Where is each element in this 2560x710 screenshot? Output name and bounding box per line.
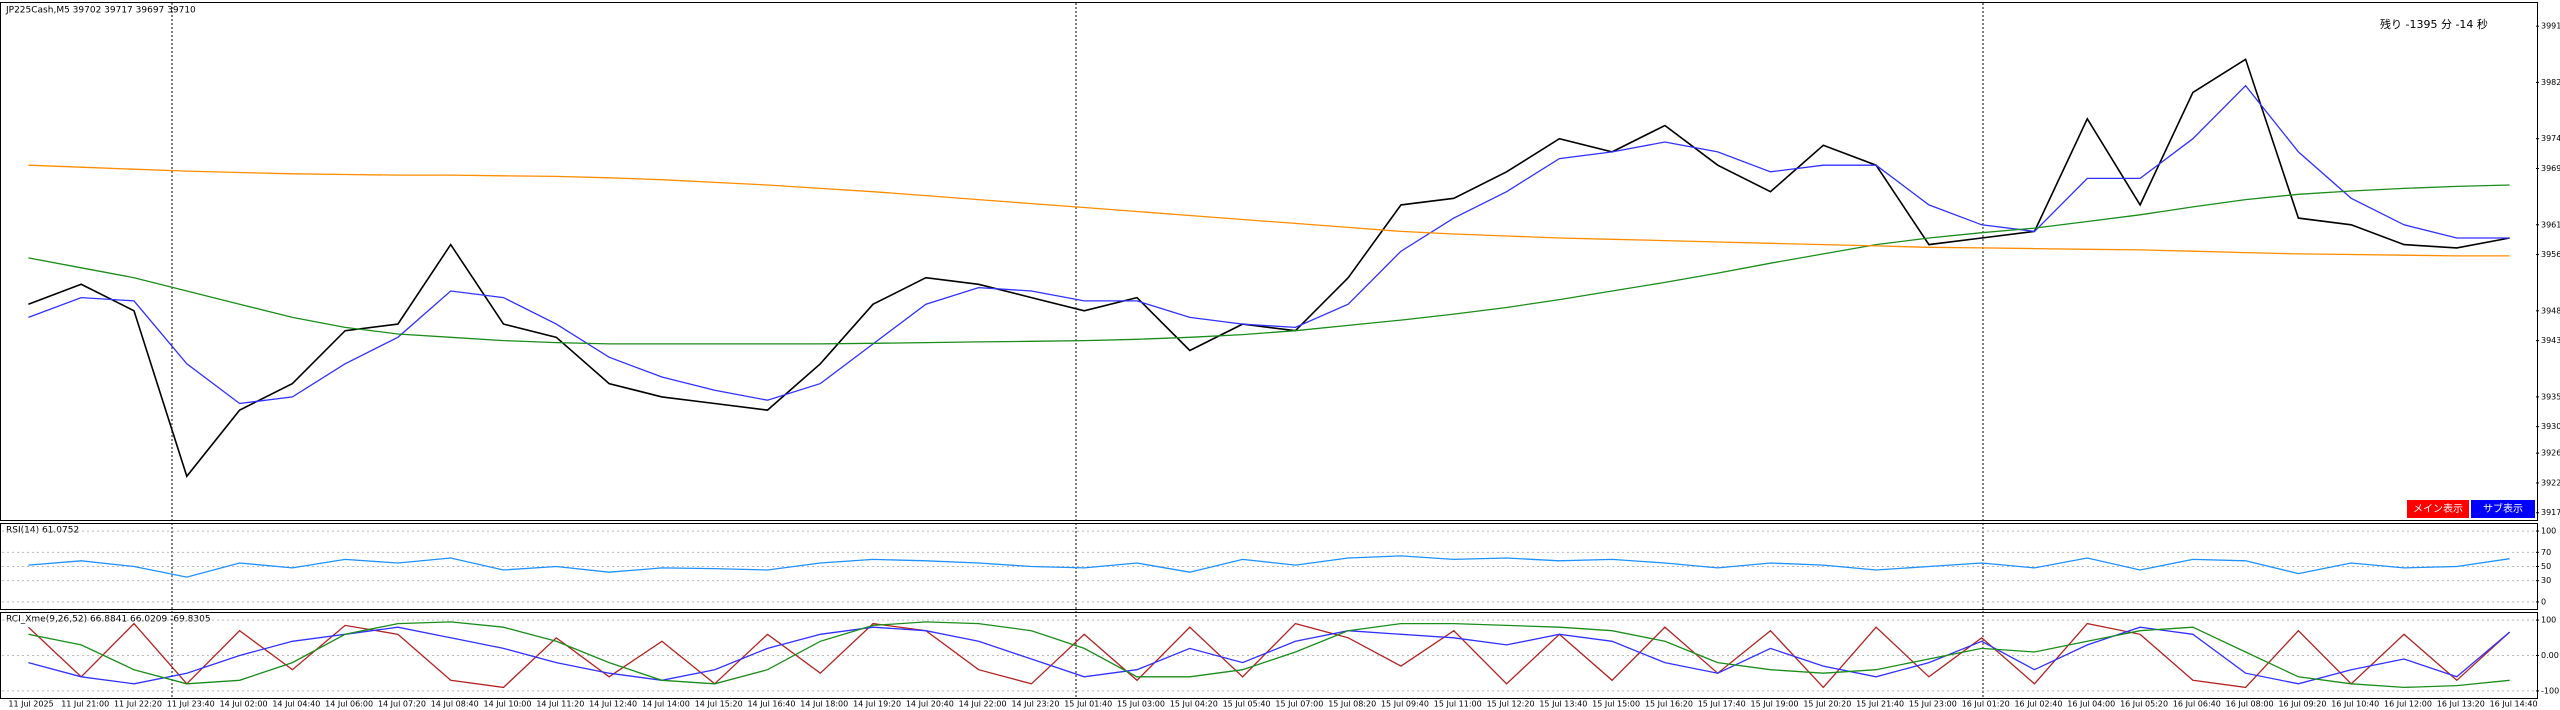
x-tick-label: 15 Jul 11:00 — [1434, 700, 1482, 709]
series-line — [28, 555, 2510, 578]
x-tick-label: 11 Jul 23:40 — [167, 700, 215, 709]
y-tick-label: 0.00 — [2541, 651, 2559, 660]
x-tick-label: 11 Jul 22:20 — [114, 700, 162, 709]
x-tick-label: 14 Jul 18:00 — [800, 700, 848, 709]
x-tick-label: 16 Jul 09:20 — [2278, 700, 2326, 709]
sub-button[interactable] — [2471, 500, 2535, 518]
x-tick-label: 15 Jul 03:00 — [1117, 700, 1165, 709]
x-tick-label: 16 Jul 01:20 — [1962, 700, 2010, 709]
countdown: 残り -1395 分 -14 秒 — [2380, 17, 2488, 31]
rsi-title: RSI(14) 61.0752 — [6, 526, 79, 536]
y-tick-label: 39220 — [2541, 478, 2560, 487]
x-tick-label: 15 Jul 01:40 — [1064, 700, 1112, 709]
y-tick-label: 39695 — [2541, 164, 2560, 173]
y-tick-label: 39480 — [2541, 306, 2560, 315]
sub-button-label[interactable]: サブ表示 — [2483, 502, 2523, 515]
x-tick-label: 14 Jul 15:20 — [695, 700, 743, 709]
y-tick-label: -100 — [2541, 686, 2559, 695]
y-tick-label: 30 — [2541, 576, 2551, 585]
x-tick-label: 16 Jul 08:00 — [2226, 700, 2274, 709]
x-tick-label: 15 Jul 13:40 — [1539, 700, 1587, 709]
x-tick-label: 14 Jul 07:20 — [378, 700, 426, 709]
x-tick-label: 15 Jul 19:00 — [1751, 700, 1799, 709]
y-tick-label: 39610 — [2541, 220, 2560, 229]
rci-title: RCI_Xme(9,26,52) 66.8841 66.0209 -69.830… — [6, 615, 211, 625]
series-line — [28, 84, 2510, 405]
x-tick-label: 14 Jul 16:40 — [747, 700, 795, 709]
series-line — [27, 622, 2511, 689]
x-tick-label: 14 Jul 10:00 — [484, 700, 532, 709]
x-tick-label: 16 Jul 04:00 — [2067, 700, 2115, 709]
y-tick-label: 39910 — [2541, 22, 2560, 31]
x-tick-label: 14 Jul 04:40 — [272, 700, 320, 709]
series-line — [28, 621, 2510, 689]
y-tick-label: 39350 — [2541, 392, 2560, 401]
x-tick-label: 14 Jul 08:40 — [431, 700, 479, 709]
y-tick-label: 39265 — [2541, 449, 2560, 458]
x-tick-label: 15 Jul 23:00 — [1909, 700, 1957, 709]
main-panel — [0, 2, 2538, 521]
series-line — [28, 626, 2511, 685]
main-button[interactable] — [2407, 500, 2469, 518]
main-button-label[interactable]: メイン表示 — [2413, 502, 2463, 515]
y-tick-label: 50 — [2541, 562, 2551, 571]
x-tick-label: 15 Jul 15:00 — [1592, 700, 1640, 709]
y-tick-label: 39825 — [2541, 78, 2560, 87]
x-tick-label: 15 Jul 21:40 — [1856, 700, 1904, 709]
x-tick-label: 15 Jul 12:20 — [1487, 700, 1535, 709]
x-tick-label: 14 Jul 02:00 — [220, 700, 268, 709]
x-tick-label: 14 Jul 14:00 — [642, 700, 690, 709]
y-tick-label: 39175 — [2541, 508, 2560, 517]
x-tick-label: 14 Jul 12:40 — [589, 700, 637, 709]
series-line — [28, 58, 2510, 478]
x-tick-label: 16 Jul 05:20 — [2120, 700, 2168, 709]
chart-title: JP225Cash,M5 39702 39717 39697 39710 — [5, 6, 196, 16]
x-tick-label: 16 Jul 14:40 — [2490, 700, 2538, 709]
x-tick-label: 15 Jul 05:40 — [1223, 700, 1271, 709]
x-tick-label: 11 Jul 21:00 — [61, 700, 109, 709]
y-tick-label: 39565 — [2541, 250, 2560, 259]
x-tick-label: 15 Jul 16:20 — [1645, 700, 1693, 709]
y-tick-label: 70 — [2541, 548, 2551, 557]
x-tick-label: 14 Jul 19:20 — [853, 700, 901, 709]
y-tick-label: 100 — [2541, 527, 2556, 536]
y-tick-label: 39435 — [2541, 336, 2560, 345]
y-tick-label: 39740 — [2541, 134, 2560, 143]
series-line — [28, 164, 2510, 257]
y-tick-label: 0 — [2541, 597, 2546, 606]
x-tick-label: 16 Jul 13:20 — [2437, 700, 2485, 709]
x-tick-label: 14 Jul 20:40 — [906, 700, 954, 709]
x-tick-label: 15 Jul 04:20 — [1170, 700, 1218, 709]
x-tick-label: 14 Jul 23:20 — [1011, 700, 1059, 709]
x-tick-label: 15 Jul 17:40 — [1698, 700, 1746, 709]
x-tick-label: 16 Jul 10:40 — [2331, 700, 2379, 709]
x-tick-label: 16 Jul 12:00 — [2384, 700, 2432, 709]
x-tick-label: 15 Jul 09:40 — [1381, 700, 1429, 709]
x-tick-label: 14 Jul 22:00 — [959, 700, 1007, 709]
y-tick-label: 100 — [2541, 616, 2556, 625]
x-tick-label: 16 Jul 02:40 — [2014, 700, 2062, 709]
x-tick-label: 15 Jul 08:20 — [1328, 700, 1376, 709]
x-tick-label: 15 Jul 20:20 — [1803, 700, 1851, 709]
x-tick-label: 11 Jul 2025 — [8, 700, 53, 709]
x-tick-label: 16 Jul 06:40 — [2173, 700, 2221, 709]
x-tick-label: 14 Jul 11:20 — [536, 700, 584, 709]
x-tick-label: 14 Jul 06:00 — [325, 700, 373, 709]
x-tick-label: 15 Jul 07:00 — [1275, 700, 1323, 709]
y-tick-label: 39305 — [2541, 422, 2560, 431]
series-line — [28, 184, 2510, 345]
